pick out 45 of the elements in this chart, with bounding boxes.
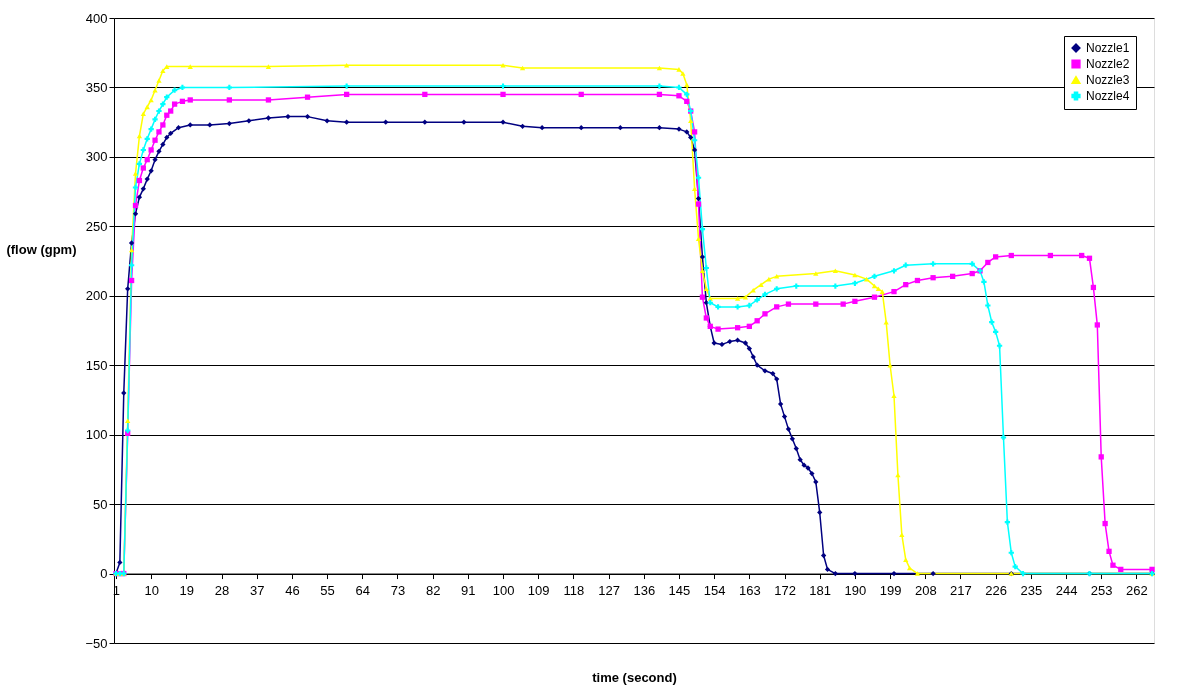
legend-label: Nozzle2 (1086, 57, 1130, 71)
x-tick-label: 19 (179, 583, 195, 599)
x-tick-label: 190 (844, 583, 867, 599)
x-tick-label: 91 (461, 583, 476, 599)
x-tick-label: 181 (809, 583, 832, 599)
x-tick-label: 226 (985, 583, 1008, 599)
y-tick-label: 250 (85, 218, 108, 234)
x-tick-label: 154 (703, 583, 726, 599)
x-tick-label: 145 (668, 583, 691, 599)
x-tick-label: 262 (1126, 583, 1148, 599)
x-tick-label: 37 (249, 583, 265, 599)
x-tick-label: 172 (774, 583, 796, 599)
y-tick-label: 100 (85, 427, 108, 443)
x-tick-label: 64 (355, 583, 371, 599)
x-tick-label: 118 (563, 583, 585, 599)
y-tick-label: 0 (100, 566, 108, 582)
legend-label: Nozzle1 (1086, 41, 1130, 55)
legend-label: Nozzle4 (1086, 89, 1130, 103)
x-tick-label: 73 (390, 583, 406, 599)
y-tick-label: 350 (85, 79, 108, 95)
x-tick-label: 163 (738, 583, 761, 599)
x-tick-label: 217 (950, 583, 972, 599)
y-tick-label: −50 (85, 635, 108, 651)
y-tick-label: 50 (93, 496, 108, 512)
x-tick-label: 10 (144, 583, 159, 599)
x-tick-label: 127 (598, 583, 620, 599)
x-tick-label: 208 (914, 583, 937, 599)
y-tick-label: 400 (85, 10, 108, 26)
y-tick-label: 150 (85, 357, 108, 373)
x-tick-label: 82 (425, 583, 441, 599)
x-tick-label: 100 (492, 583, 515, 599)
legend-label: Nozzle3 (1086, 73, 1130, 87)
y-tick-label: 200 (85, 288, 108, 304)
x-tick-label: 235 (1020, 583, 1043, 599)
x-tick-label: 46 (285, 583, 300, 599)
y-axis-title: (flow (gpm) (6, 241, 77, 257)
x-tick-label: 136 (633, 583, 656, 599)
x-tick-label: 109 (527, 583, 550, 599)
x-tick-label: 199 (879, 583, 902, 599)
y-tick-label: 300 (85, 149, 108, 165)
x-tick-label: 244 (1055, 583, 1078, 599)
x-tick-label: 28 (214, 583, 230, 599)
x-axis-title: time (second) (592, 669, 677, 685)
x-tick-label: 253 (1090, 583, 1113, 599)
x-tick-label: 55 (320, 583, 335, 599)
